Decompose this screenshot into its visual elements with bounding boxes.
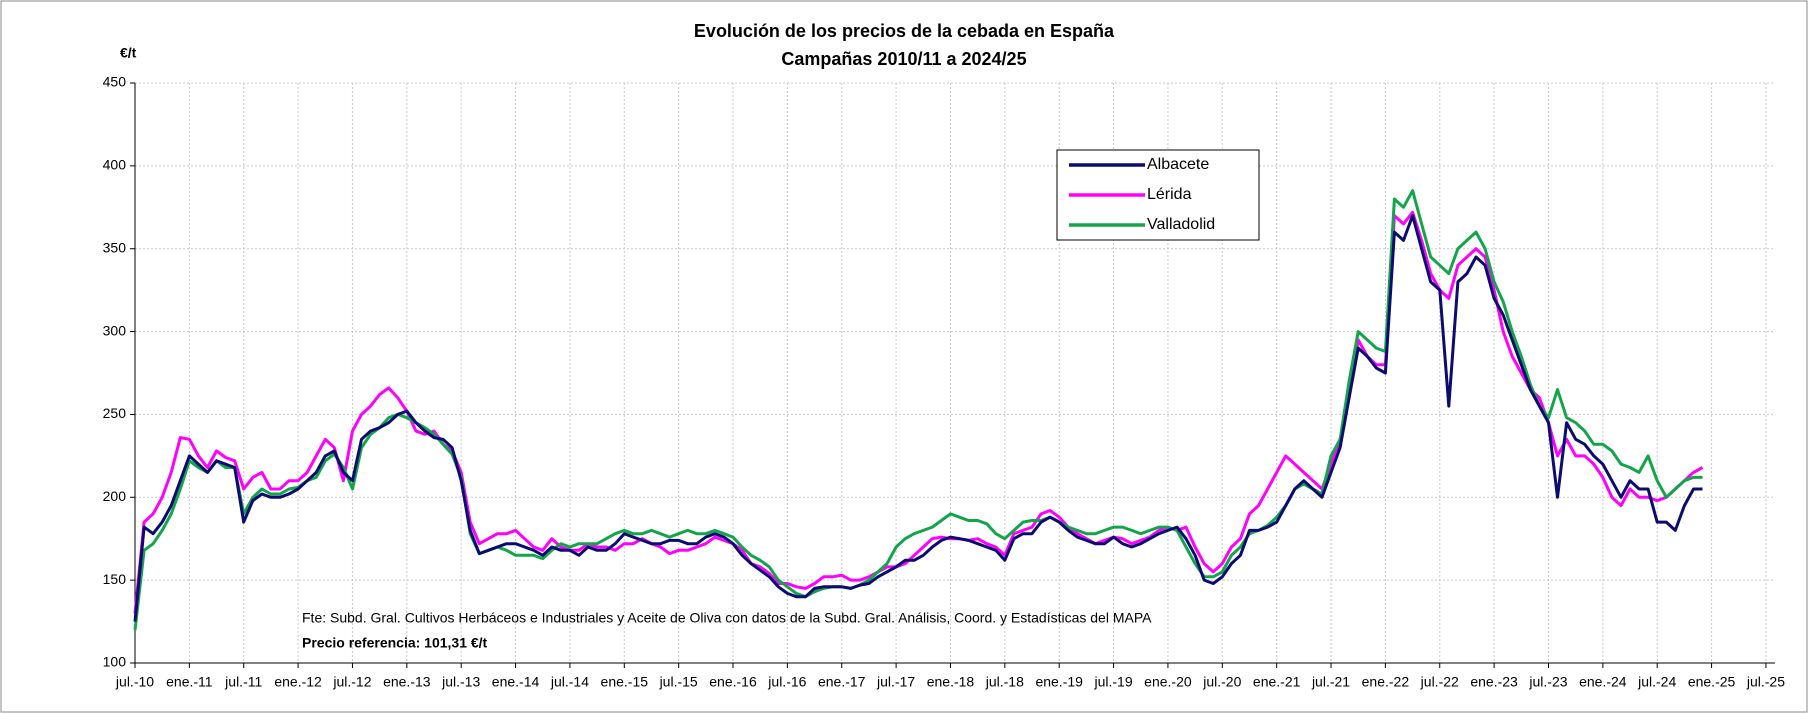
x-tick-label: ene.-19 (1035, 674, 1083, 690)
x-tick-label: ene.-14 (492, 674, 540, 690)
x-tick-label: jul.-24 (1637, 674, 1676, 690)
x-tick-label: ene.-11 (166, 674, 213, 690)
plot-area: 100 150 200 250 300 350 400 450 jul.-10 ene.-11 ju… (103, 74, 1786, 690)
x-tick-label: jul.-12 (332, 674, 371, 690)
y-tick-label: 200 (103, 488, 127, 504)
y-axis-label: €/t (120, 45, 137, 61)
y-tick-label: 350 (103, 239, 127, 255)
legend-label: Albacete (1147, 156, 1209, 173)
x-tick-label: ene.-18 (927, 674, 975, 690)
x-tick-label: jul.-21 (1311, 674, 1350, 690)
legend: Albacete Lérida Valladolid (1056, 149, 1260, 241)
chart-subtitle: Campañas 2010/11 a 2024/25 (781, 49, 1026, 69)
x-tick-label: jul.-20 (1202, 674, 1241, 690)
x-tick-label: jul.-16 (767, 674, 806, 690)
x-tick-label: ene.-24 (1579, 674, 1627, 690)
x-tick-label: jul.-17 (876, 674, 915, 690)
x-tick-label: ene.-21 (1253, 674, 1301, 690)
source-note: Fte: Subd. Gral. Cultivos Herbáceos e In… (302, 610, 1152, 626)
legend-label: Lérida (1147, 186, 1192, 203)
x-tick-label: jul.-14 (550, 674, 589, 690)
x-tick-label: ene.-12 (274, 674, 322, 690)
y-tick-label: 250 (103, 405, 127, 421)
x-tick-label: ene.-25 (1688, 674, 1736, 690)
x-tick-label: ene.-20 (1144, 674, 1192, 690)
x-tick-label: jul.-10 (115, 674, 154, 690)
y-tick-label: 150 (103, 571, 127, 587)
y-tick-label: 300 (103, 322, 127, 338)
x-tick-label: ene.-17 (818, 674, 866, 690)
x-tick-label: jul.-13 (441, 674, 480, 690)
x-tick-label: ene.-15 (601, 674, 649, 690)
y-tick-label: 100 (103, 654, 127, 670)
x-tick-label: ene.-16 (709, 674, 757, 690)
x-tick-label: jul.-25 (1746, 674, 1785, 690)
x-tick-label: ene.-13 (383, 674, 431, 690)
legend-label: Valladolid (1147, 216, 1215, 233)
x-tick-label: ene.-22 (1362, 674, 1410, 690)
y-tick-label: 450 (103, 74, 127, 90)
x-tick-label: jul.-19 (1093, 674, 1132, 690)
x-tick-label: jul.-11 (224, 674, 262, 690)
y-tick-label: 400 (103, 157, 127, 173)
reference-note: Precio referencia: 101,31 €/t (302, 635, 488, 651)
x-tick-label: jul.-23 (1528, 674, 1567, 690)
series-line (133, 214, 1703, 622)
x-tick-label: jul.-15 (659, 674, 698, 690)
chart-title: Evolución de los precios de la cebada en… (694, 21, 1115, 41)
x-tick-label: jul.-22 (1420, 674, 1459, 690)
x-tick-label: jul.-18 (985, 674, 1024, 690)
x-tick-label: ene.-23 (1470, 674, 1518, 690)
